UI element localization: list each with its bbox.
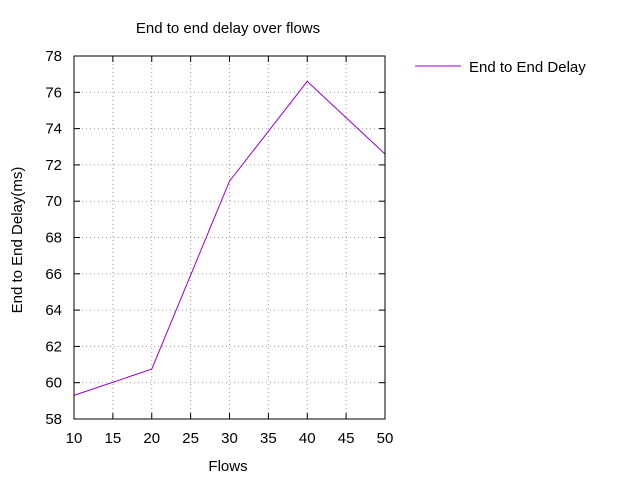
y-tick-label: 70 bbox=[45, 193, 62, 210]
y-tick-labels: 58 60 62 64 66 68 70 72 74 76 78 bbox=[45, 48, 62, 428]
x-tick-label: 20 bbox=[143, 430, 160, 447]
x-tick-label: 40 bbox=[299, 430, 316, 447]
series-layer bbox=[73, 80, 386, 396]
x-tick-label: 45 bbox=[338, 430, 355, 447]
x-tick-label: 50 bbox=[377, 430, 394, 447]
y-tick-label: 68 bbox=[45, 230, 62, 247]
x-axis-title: Flows bbox=[208, 458, 247, 475]
legend-label-end-to-end-delay: End to End Delay bbox=[469, 59, 586, 76]
y-tick-label: 76 bbox=[45, 84, 62, 101]
chart-title: End to end delay over flows bbox=[136, 20, 320, 37]
x-tick-label: 35 bbox=[260, 430, 277, 447]
x-tick-label: 10 bbox=[66, 430, 83, 447]
x-tick-label: 25 bbox=[182, 430, 199, 447]
y-tick-label: 64 bbox=[45, 302, 62, 319]
y-tick-label: 78 bbox=[45, 48, 62, 65]
y-tick-label: 62 bbox=[45, 338, 62, 355]
x-tick-label: 30 bbox=[221, 430, 238, 447]
grid bbox=[74, 56, 385, 419]
series-line-end-to-end-delay bbox=[73, 80, 386, 396]
y-axis-title: End to End Delay(ms) bbox=[9, 167, 26, 314]
y-tick-label: 72 bbox=[45, 157, 62, 174]
axis-ticks bbox=[73, 55, 386, 420]
legend: End to End Delay bbox=[415, 59, 586, 76]
y-tick-label: 66 bbox=[45, 266, 62, 283]
plot-frame bbox=[73, 55, 386, 420]
y-tick-label: 58 bbox=[45, 411, 62, 428]
y-tick-label: 74 bbox=[45, 121, 62, 138]
x-tick-label: 15 bbox=[105, 430, 122, 447]
y-tick-label: 60 bbox=[45, 375, 62, 392]
x-tick-labels: 10 15 20 25 30 35 40 45 50 bbox=[66, 430, 394, 447]
